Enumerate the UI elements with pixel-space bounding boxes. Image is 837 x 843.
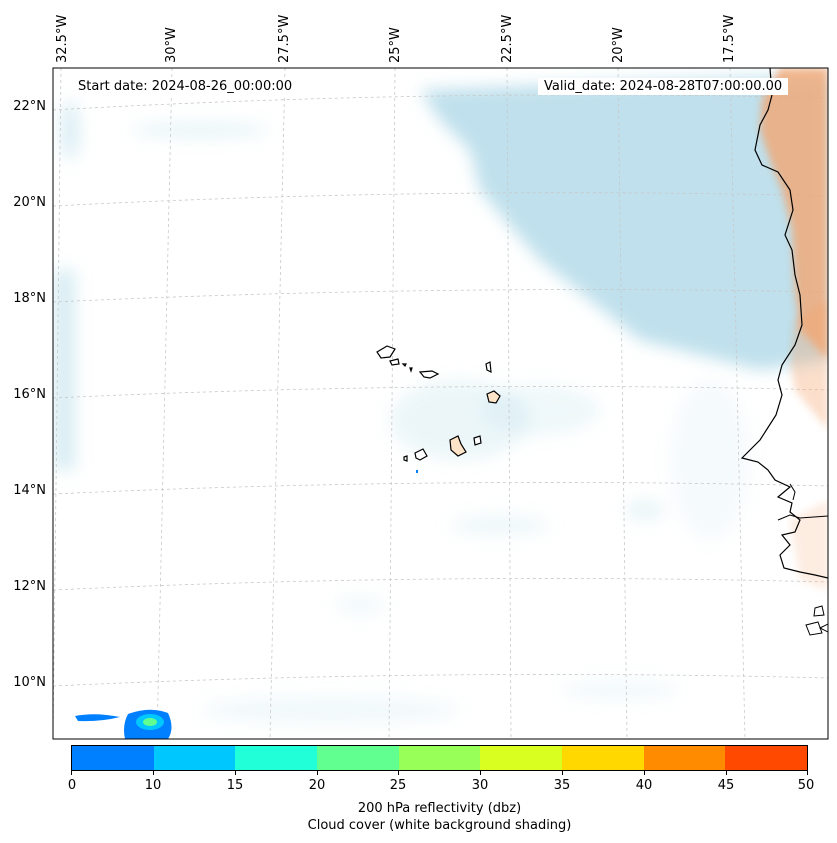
colorbar-segment bbox=[398, 746, 481, 770]
colorbar-segment bbox=[235, 746, 318, 770]
colorbar-segment bbox=[725, 746, 808, 770]
lon-label-17-5w: 17.5°W bbox=[722, 14, 737, 63]
valid-date-label: Valid_date: 2024-08-28T07:00:00.00 bbox=[538, 78, 789, 95]
colorbar-segment bbox=[72, 746, 154, 770]
colorbar-tick-label: 50 bbox=[797, 778, 815, 793]
lon-label-25w: 25°W bbox=[388, 27, 403, 63]
colorbar-tickmark bbox=[726, 771, 727, 775]
lon-label-32-5w: 32.5°W bbox=[55, 14, 70, 63]
colorbar-segment bbox=[562, 746, 644, 770]
start-date-label: Start date: 2024-08-26_00:00:00 bbox=[72, 78, 299, 95]
colorbar-tick-label: 45 bbox=[717, 778, 735, 793]
lat-label-20n: 20°N bbox=[13, 195, 46, 210]
colorbar-tick-label: 25 bbox=[389, 778, 407, 793]
lon-label-30w: 30°W bbox=[164, 27, 179, 63]
lon-label-22-5w: 22.5°W bbox=[500, 14, 515, 63]
lon-label-27-5w: 27.5°W bbox=[277, 14, 292, 63]
colorbar-segment bbox=[480, 746, 563, 770]
africa-coastline bbox=[740, 68, 828, 579]
colorbar-tick-label: 40 bbox=[635, 778, 653, 793]
cloud-cover-shading bbox=[53, 75, 828, 725]
colorbar-tickmark bbox=[644, 771, 645, 775]
lon-label-20w: 20°W bbox=[611, 27, 626, 63]
coast-inlet-1 bbox=[789, 483, 796, 501]
colorbar-tick-label: 20 bbox=[308, 778, 326, 793]
colorbar-tick-label: 30 bbox=[471, 778, 489, 793]
colorbar-tick-label: 0 bbox=[67, 778, 77, 793]
graticule bbox=[53, 68, 828, 739]
colorbar-tickmark bbox=[398, 771, 399, 775]
colorbar-tickmark bbox=[235, 771, 236, 775]
colorbar-label-cloud-cover: Cloud cover (white background shading) bbox=[307, 818, 572, 833]
colorbar-label-reflectivity: 200 hPa reflectivity (dbz) bbox=[357, 801, 522, 816]
lat-label-18n: 18°N bbox=[13, 291, 46, 306]
reflectivity-colorbar bbox=[71, 745, 808, 771]
lat-label-14n: 14°N bbox=[13, 483, 46, 498]
colorbar-segment bbox=[153, 746, 236, 770]
colorbar-tickmark bbox=[807, 771, 808, 775]
cape-verde-islands bbox=[376, 345, 501, 462]
coast-islands-south bbox=[805, 605, 828, 636]
colorbar-tickmark bbox=[480, 771, 481, 775]
colorbar-tickmark bbox=[562, 771, 563, 775]
lat-label-12n: 12°N bbox=[13, 579, 46, 594]
lat-label-16n: 16°N bbox=[13, 387, 46, 402]
coast-inlet-2 bbox=[777, 514, 828, 521]
colorbar-segment bbox=[317, 746, 399, 770]
lat-label-10n: 10°N bbox=[13, 675, 46, 690]
reflectivity-cells bbox=[75, 470, 418, 739]
colorbar-tick-label: 35 bbox=[553, 778, 571, 793]
colorbar-tick-label: 10 bbox=[144, 778, 162, 793]
colorbar-tickmark bbox=[71, 771, 72, 775]
colorbar-tickmark bbox=[317, 771, 318, 775]
colorbar-tickmark bbox=[153, 771, 154, 775]
colorbar-tick-label: 15 bbox=[226, 778, 244, 793]
lat-label-22n: 22°N bbox=[13, 99, 46, 114]
colorbar-segment bbox=[643, 746, 726, 770]
